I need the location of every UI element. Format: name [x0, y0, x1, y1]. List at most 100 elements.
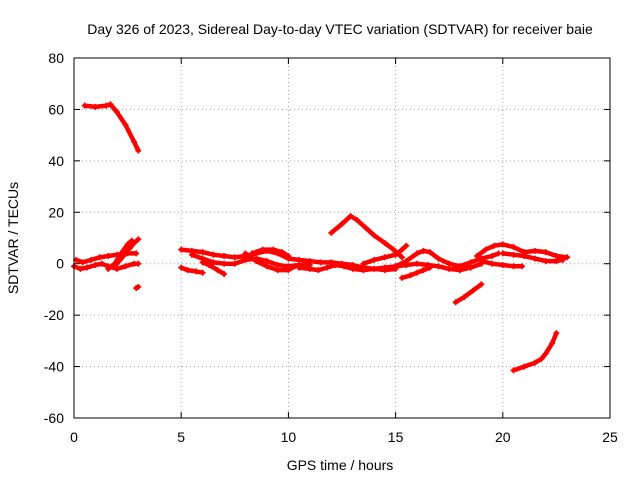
data-point — [124, 241, 131, 248]
x-axis-label: GPS time / hours — [287, 457, 394, 473]
data-point — [531, 255, 538, 262]
data-point — [510, 263, 517, 270]
data-point — [478, 258, 485, 265]
series-arc-o — [360, 242, 410, 267]
data-point — [474, 253, 481, 259]
data-point — [270, 246, 277, 253]
x-tick-label: 10 — [281, 429, 297, 445]
data-point — [341, 263, 348, 270]
data-point — [231, 260, 238, 267]
x-tick-label: 20 — [495, 429, 511, 445]
data-point — [531, 359, 538, 366]
x-tick-label: 0 — [70, 429, 78, 445]
x-tick-label: 15 — [388, 429, 404, 445]
data-point — [403, 242, 410, 249]
data-point — [263, 263, 270, 270]
data-point — [131, 138, 138, 145]
data-point — [263, 258, 270, 265]
data-point — [81, 102, 88, 109]
data-point — [126, 245, 133, 252]
series-band — [82, 102, 141, 153]
data-point — [274, 267, 281, 274]
data-point — [469, 287, 476, 294]
data-point — [549, 340, 556, 347]
data-point — [96, 254, 103, 261]
y-tick-label: 60 — [48, 101, 64, 117]
data-point — [77, 265, 84, 272]
data-point — [414, 250, 421, 257]
data-point — [317, 259, 324, 266]
data-point — [184, 267, 191, 274]
data-point — [420, 247, 427, 254]
data-point — [510, 244, 517, 250]
data-point — [519, 263, 526, 270]
data-point — [347, 213, 354, 220]
data-point — [199, 259, 206, 266]
series-arc-v — [478, 258, 526, 270]
data-point — [105, 265, 112, 272]
data-point — [79, 259, 86, 266]
y-tick-label: -20 — [44, 307, 64, 323]
data-point — [133, 250, 140, 257]
series-arc-e — [113, 236, 142, 267]
series-band — [178, 265, 205, 275]
data-point — [491, 242, 498, 249]
data-point — [542, 258, 549, 265]
data-point — [538, 355, 545, 362]
series-arc-n — [328, 213, 406, 261]
data-point — [328, 229, 335, 236]
series-arc-x — [452, 281, 485, 306]
series-arc-j — [178, 264, 206, 276]
data-point — [178, 246, 185, 253]
data-point — [489, 253, 496, 259]
x-tick-label: 25 — [602, 429, 618, 445]
data-point — [122, 263, 129, 270]
data-point — [120, 253, 127, 259]
data-point — [478, 281, 485, 288]
data-point — [499, 250, 506, 257]
data-point — [285, 267, 292, 274]
data-point — [399, 274, 406, 281]
data-point — [414, 260, 421, 267]
data-point — [178, 264, 185, 271]
data-point — [559, 256, 566, 263]
data-point — [354, 217, 361, 223]
data-point — [306, 265, 313, 272]
data-point — [135, 283, 142, 290]
data-point — [360, 264, 367, 271]
data-point — [399, 254, 406, 261]
data-point — [242, 250, 249, 257]
series-arc-r — [399, 264, 433, 281]
data-point — [274, 262, 281, 268]
data-point — [105, 253, 112, 259]
data-point — [446, 265, 453, 272]
data-point — [92, 103, 99, 110]
data-series-layer — [71, 101, 571, 374]
data-point — [452, 299, 459, 306]
data-point — [521, 363, 528, 370]
data-point — [210, 259, 217, 266]
chart-title: Day 326 of 2023, Sidereal Day-to-day VTE… — [87, 21, 593, 37]
data-point — [214, 267, 221, 274]
data-point — [231, 254, 238, 261]
data-point — [332, 262, 339, 268]
y-tick-label: 80 — [48, 50, 64, 66]
data-point — [426, 249, 433, 256]
data-point — [113, 109, 120, 115]
data-point — [553, 253, 560, 259]
data-point — [489, 260, 496, 267]
data-point — [435, 263, 442, 270]
data-point — [206, 262, 213, 268]
y-tick-label: -40 — [44, 359, 64, 375]
data-point — [122, 121, 129, 128]
data-point — [456, 263, 463, 270]
data-point — [390, 246, 397, 253]
data-point — [296, 256, 303, 263]
data-point — [221, 260, 228, 267]
data-point — [323, 264, 330, 271]
data-point — [349, 262, 356, 268]
series-arc-y — [510, 330, 560, 374]
data-point — [553, 330, 560, 337]
series-band — [200, 260, 227, 277]
data-point — [499, 262, 506, 268]
